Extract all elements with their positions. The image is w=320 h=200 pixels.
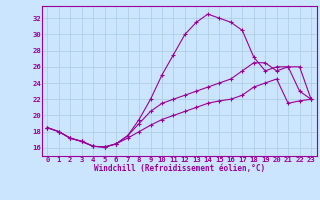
X-axis label: Windchill (Refroidissement éolien,°C): Windchill (Refroidissement éolien,°C) — [94, 164, 265, 173]
